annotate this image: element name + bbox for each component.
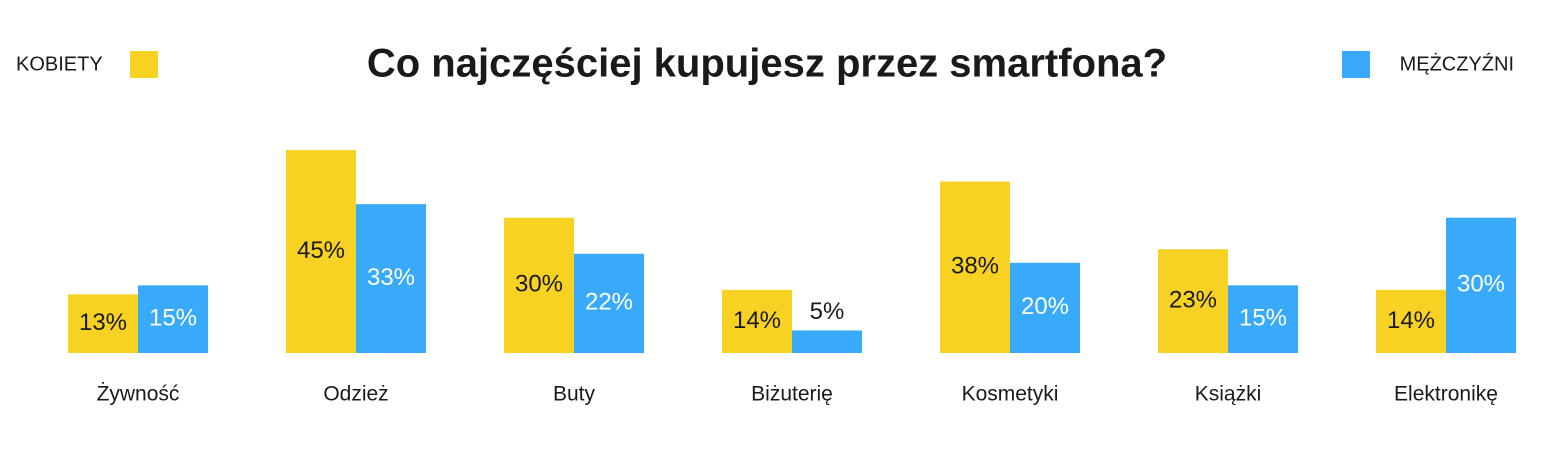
- value-label: 13%: [79, 309, 127, 336]
- bar: [1158, 249, 1228, 353]
- value-label: 22%: [585, 289, 633, 316]
- bar: [286, 150, 356, 353]
- value-label: 14%: [1387, 307, 1435, 334]
- x-tick-label: Kosmetyki: [962, 383, 1059, 406]
- value-label: 14%: [733, 307, 781, 334]
- bar: [1376, 289, 1446, 353]
- value-label: 30%: [515, 271, 563, 298]
- bar: [1228, 285, 1298, 353]
- x-tick-label: Buty: [553, 383, 596, 406]
- chart-title: Co najczęściej kupujesz przez smartfona?: [367, 42, 1167, 86]
- value-label: 15%: [149, 305, 197, 332]
- value-label: 33%: [367, 264, 415, 291]
- legend-label: MĘŻCZYŹNI: [1400, 52, 1514, 75]
- value-label: 45%: [297, 237, 345, 264]
- bar: [722, 289, 792, 353]
- value-label: 38%: [951, 253, 999, 280]
- bar: [68, 294, 138, 353]
- bar: [940, 181, 1010, 353]
- value-label: 23%: [1169, 286, 1217, 313]
- bar: [138, 285, 208, 353]
- value-label: 5%: [810, 298, 845, 325]
- x-tick-label: Odzież: [323, 383, 388, 406]
- x-tick-label: Książki: [1195, 383, 1262, 406]
- legend-label: KOBIETY: [16, 53, 103, 75]
- x-tick-label: Żywność: [97, 383, 180, 406]
- value-label: 20%: [1021, 293, 1069, 320]
- legend-swatch: [1342, 51, 1370, 78]
- value-label: 15%: [1239, 305, 1287, 332]
- bar: [1446, 217, 1516, 353]
- bar: [792, 330, 862, 353]
- x-tick-label: Elektronikę: [1394, 383, 1498, 406]
- bar: [1010, 262, 1080, 353]
- legend-swatch: [130, 51, 158, 78]
- x-tick-label: Biżuterię: [751, 383, 833, 406]
- value-label: 30%: [1457, 271, 1505, 298]
- bar: [504, 217, 574, 353]
- bar: [356, 204, 426, 353]
- bar: [574, 253, 644, 353]
